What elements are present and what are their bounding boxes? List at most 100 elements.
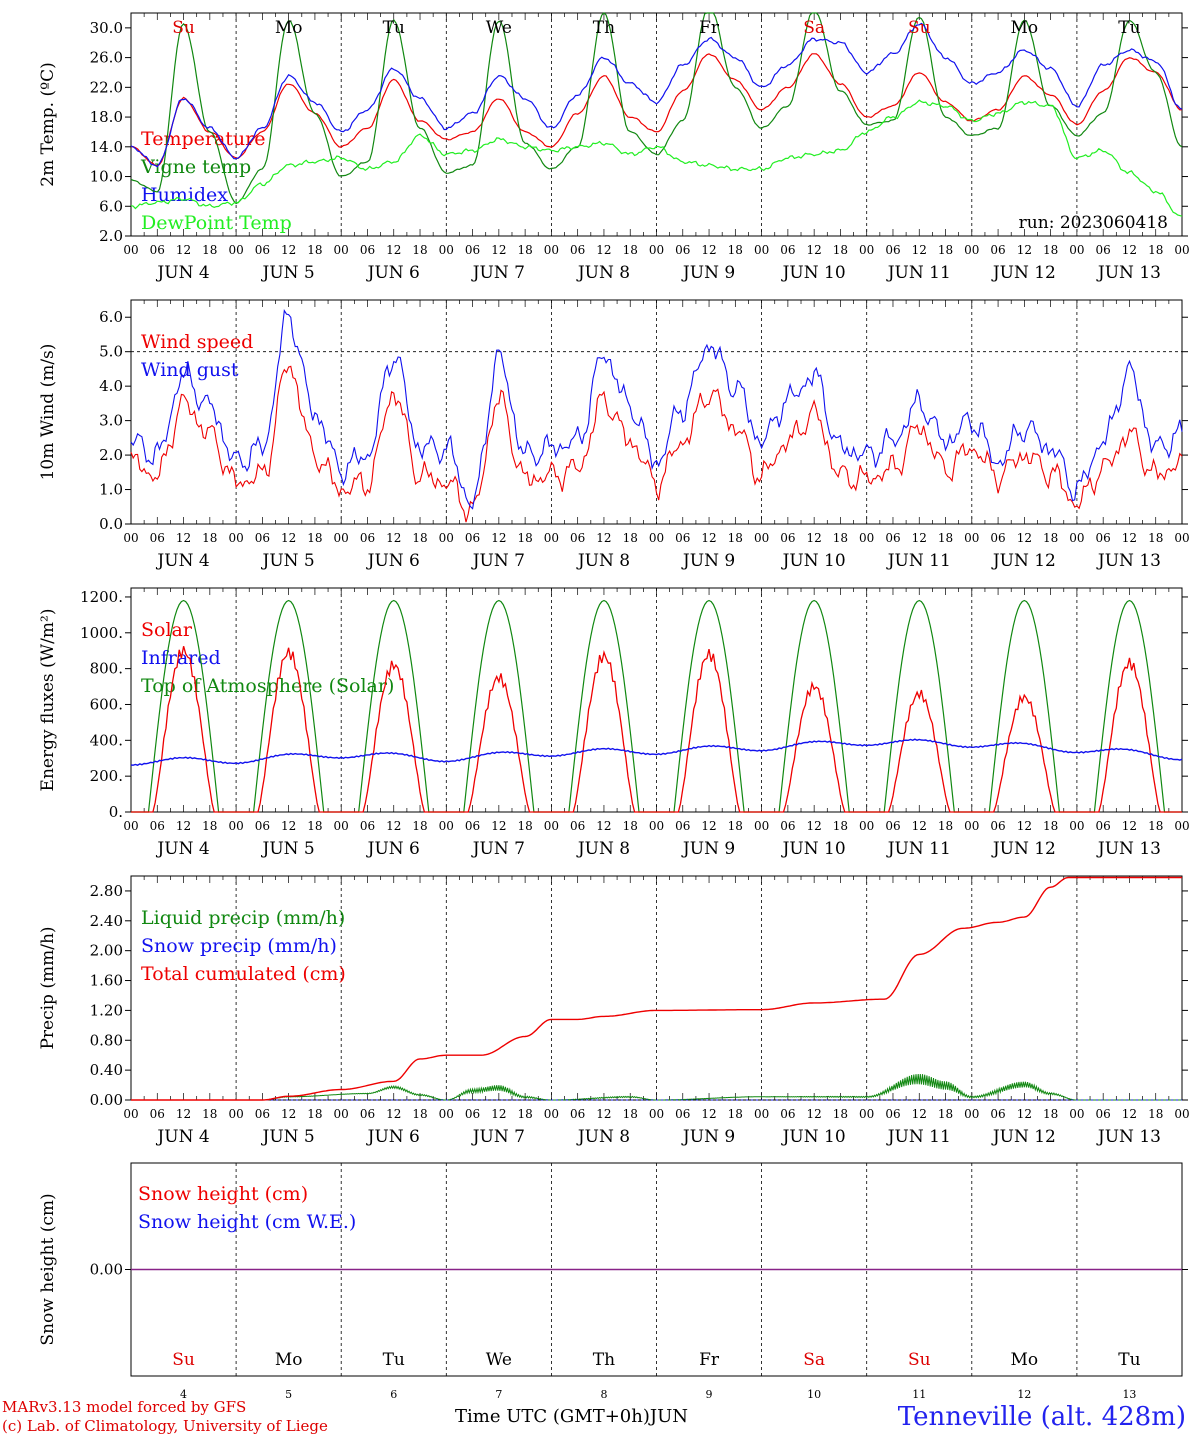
x-tick-label: 18 xyxy=(517,531,532,545)
x-tick-label: 00 xyxy=(1069,819,1084,833)
x-tick-label: 18 xyxy=(1043,1107,1058,1121)
x-tick-label: 12 xyxy=(596,819,611,833)
x-tick-label: 00 xyxy=(544,531,559,545)
panel-3: 00 06 12 18 JUN 4 00 06 12 18 JUN 5 00 06 12 18 JUN 6 0… xyxy=(38,587,1190,859)
x-tick-label: 06 xyxy=(780,531,795,545)
weekday-label-top: Mo xyxy=(275,18,303,38)
date-label: JUN 7 xyxy=(471,551,525,571)
date-label: JUN 7 xyxy=(471,839,525,859)
x-tick-label: 12 xyxy=(701,819,716,833)
date-label: JUN 6 xyxy=(366,1127,420,1147)
x-tick-label: 00 xyxy=(1069,243,1084,257)
panel-2: 00 06 12 18 JUN 4 00 06 12 18 JUN 5 00 06 12 18 JUN 6 0… xyxy=(38,299,1190,571)
x-tick-label: 06 xyxy=(465,819,480,833)
x-tick-label: 12 xyxy=(491,243,506,257)
x-tick-label: 00 xyxy=(228,1107,243,1121)
x-tick-label: 00 xyxy=(439,243,454,257)
y-tick-label: 200. xyxy=(90,767,123,785)
x-tick-label: 18 xyxy=(623,531,638,545)
x-tick-label: 18 xyxy=(412,531,427,545)
legend-wind-speed: Wind speed xyxy=(141,331,253,353)
x-tick-label: 00 xyxy=(439,819,454,833)
x-tick-label: 18 xyxy=(728,243,743,257)
weekday-label-top: Sa xyxy=(803,18,825,38)
x-tick-label: 00 xyxy=(334,1107,349,1121)
date-label: JUN 5 xyxy=(261,839,315,859)
x-tick-label: 00 xyxy=(544,1107,559,1121)
x-tick-label: 12 xyxy=(176,243,191,257)
y-tick-label: 0.00 xyxy=(90,1091,123,1109)
x-axis-title-text: Time UTC (GMT+0h) xyxy=(455,1406,650,1427)
x-tick-label: 00 xyxy=(334,819,349,833)
y-tick-label: 0.0 xyxy=(99,515,123,533)
date-label: JUN 10 xyxy=(781,1127,846,1147)
y-tick-label: 14.0 xyxy=(90,138,123,156)
x-tick-label: 06 xyxy=(255,819,270,833)
date-label: JUN 11 xyxy=(886,263,951,283)
x-tick-label: 00 xyxy=(754,1107,769,1121)
x-tick-label: 12 xyxy=(912,243,927,257)
x-tick-label: 18 xyxy=(517,243,532,257)
weekday-label-top: Tu xyxy=(383,18,405,38)
x-tick-label: 00 xyxy=(544,243,559,257)
date-label: JUN 6 xyxy=(366,263,420,283)
x-tick-label: 06 xyxy=(150,531,165,545)
weekday-label-bottom: Mo xyxy=(275,1350,303,1370)
y-tick-label: 0.80 xyxy=(90,1031,123,1049)
date-label: JUN 4 xyxy=(155,263,209,283)
x-tick-label: 18 xyxy=(728,1107,743,1121)
date-label: JUN 11 xyxy=(886,551,951,571)
day-number: 4 xyxy=(180,1388,187,1401)
date-label: JUN 4 xyxy=(155,839,209,859)
x-tick-label: 06 xyxy=(780,819,795,833)
y-tick-label: 1000. xyxy=(80,624,123,642)
date-label: JUN 8 xyxy=(576,263,630,283)
x-tick-label: 06 xyxy=(675,243,690,257)
plot-frame xyxy=(130,587,1183,813)
series-infrared xyxy=(130,738,1183,766)
x-tick-label: 18 xyxy=(728,819,743,833)
legend-temperature: Temperature xyxy=(141,128,265,150)
date-label: JUN 9 xyxy=(681,263,735,283)
x-tick-label: 06 xyxy=(675,1107,690,1121)
x-tick-label: 00 xyxy=(123,1107,138,1121)
x-tick-label: 12 xyxy=(596,243,611,257)
x-tick-label: 06 xyxy=(780,243,795,257)
date-label: JUN 10 xyxy=(781,551,846,571)
x-tick-label: 00 xyxy=(649,819,664,833)
weekday-label-bottom: Mo xyxy=(1011,1350,1039,1370)
x-tick-label: 00 xyxy=(754,819,769,833)
x-tick-label: 06 xyxy=(465,531,480,545)
x-tick-label: 12 xyxy=(807,819,822,833)
x-tick-label: 00 xyxy=(334,531,349,545)
weekday-label-top: We xyxy=(486,18,512,38)
panel-5: 0.00 Snow height (cm) Snow height (cm) Snow… xyxy=(38,1162,1188,1401)
x-tick-label: 00 xyxy=(859,531,874,545)
y-tick-label: 10.0 xyxy=(90,168,123,186)
legend-solar: Solar xyxy=(141,619,193,641)
series-vigne-temp xyxy=(130,12,1183,205)
y-tick-label: 0.40 xyxy=(90,1061,123,1079)
x-tick-label: 00 xyxy=(1069,1107,1084,1121)
weekday-label-top: Mo xyxy=(1011,18,1039,38)
x-axis-month: JUN xyxy=(649,1406,689,1427)
x-tick-label: 06 xyxy=(360,243,375,257)
y-tick-label: 18.0 xyxy=(90,108,123,126)
weekday-label-top: Su xyxy=(908,18,931,38)
x-tick-label: 06 xyxy=(570,243,585,257)
date-label: JUN 10 xyxy=(781,263,846,283)
x-tick-label: 18 xyxy=(307,1107,322,1121)
y-tick-label: 30.0 xyxy=(90,19,123,37)
weekday-label-bottom: Su xyxy=(172,1350,195,1370)
x-tick-label: 00 xyxy=(754,531,769,545)
x-tick-label: 18 xyxy=(1043,531,1058,545)
x-tick-label: 06 xyxy=(255,243,270,257)
x-tick-label: 12 xyxy=(386,819,401,833)
y-tick-label: 0. xyxy=(109,803,123,821)
x-tick-label: 12 xyxy=(701,1107,716,1121)
legend-snow-precip-mm-h-: Snow precip (mm/h) xyxy=(141,935,337,957)
x-tick-label: 18 xyxy=(833,1107,848,1121)
x-tick-label: 00 xyxy=(228,531,243,545)
x-tick-label: 00 xyxy=(439,1107,454,1121)
x-tick-label: 18 xyxy=(412,819,427,833)
